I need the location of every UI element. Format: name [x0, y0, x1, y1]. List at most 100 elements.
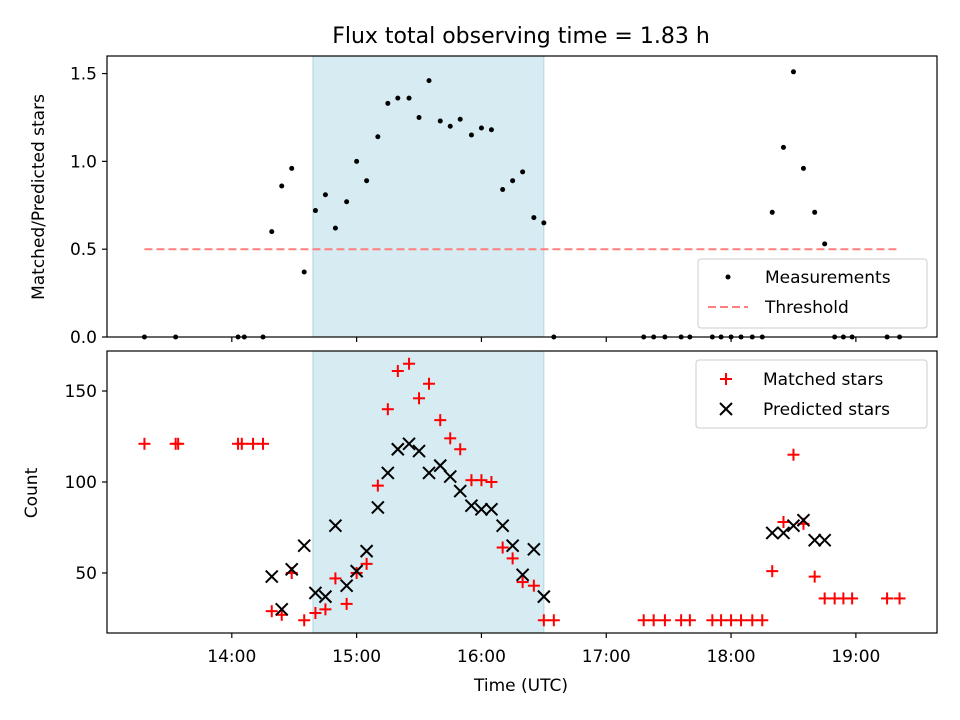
predicted-stars-point	[796, 513, 811, 527]
matched-stars-point	[735, 614, 748, 627]
matched-stars-point	[475, 474, 488, 487]
matched-stars-point	[309, 606, 322, 619]
bottom-y-ticks: 50 100 150	[65, 382, 107, 584]
predicted-stars-point	[537, 589, 551, 604]
predicted-stars-point	[349, 564, 364, 578]
top-panel: 0.0 0.5 1.0 1.5 Matched/Predicted stars Mea…	[29, 55, 938, 348]
measurement-point	[364, 178, 370, 184]
matched-stars-point	[381, 403, 394, 416]
predicted-stars-point	[381, 466, 395, 480]
matched-stars-point	[319, 603, 332, 616]
matched-stars-point	[808, 570, 821, 583]
matched-stars-point	[516, 576, 529, 589]
predicted-stars-point	[527, 542, 541, 557]
matched-stars-point	[403, 357, 416, 370]
matched-stars-point	[275, 608, 288, 621]
measurement-point	[531, 215, 537, 221]
measurement-point	[289, 165, 295, 171]
measurement-point	[468, 132, 474, 138]
observing-window-shade	[312, 55, 545, 338]
measurement-point	[780, 144, 786, 150]
matched-stars-point	[298, 614, 311, 627]
bottom-y-tick-label: 50	[75, 564, 97, 584]
bottom-y-tick-label: 100	[65, 473, 97, 493]
measurement-point	[488, 127, 494, 133]
predicted-stars-point	[474, 502, 489, 516]
measurement-point	[354, 158, 360, 164]
legend-predicted-marker	[719, 402, 733, 416]
predicted-stars-point	[339, 578, 354, 593]
measurement-point	[279, 183, 285, 189]
matched-stars-point	[756, 614, 769, 627]
x-tick-label: 17:00	[582, 647, 631, 667]
predicted-stars-point	[484, 502, 499, 516]
top-x-ticks	[231, 337, 857, 342]
measurement-point	[800, 165, 806, 171]
measurement-point	[478, 125, 484, 131]
measurement-point	[385, 100, 391, 106]
x-tick-label: 14:00	[207, 647, 256, 667]
measurement-point	[416, 114, 422, 120]
matched-stars-point	[527, 579, 540, 592]
legend-matched-marker	[720, 373, 732, 385]
matched-stars-point	[235, 437, 248, 450]
matched-stars-point	[265, 605, 278, 618]
measurement-point	[447, 123, 453, 129]
predicted-stars-point	[817, 533, 832, 547]
matched-stars-point	[350, 566, 363, 579]
matched-stars-point	[496, 541, 509, 554]
legend-matched-label: Matched stars	[763, 370, 883, 390]
predicted-stars-point	[308, 586, 323, 600]
x-axis-label: Time (UTC)	[473, 676, 568, 696]
predicted-stars-point	[318, 589, 333, 604]
matched-stars-point	[766, 565, 779, 578]
predicted-stars-point	[495, 518, 510, 533]
predicted-stars-point	[433, 458, 447, 473]
predicted-stars-point	[391, 442, 405, 456]
predicted-stars-point	[515, 568, 530, 582]
top-legend: Measurements Threshold	[697, 258, 928, 329]
predicted-stars-point	[328, 518, 343, 533]
predicted-stars-point	[297, 538, 311, 553]
x-tick-label: 18:00	[707, 647, 756, 667]
matched-stars-point	[893, 592, 906, 605]
legend-threshold-label: Threshold	[764, 298, 849, 318]
predicted-stars-point	[765, 526, 779, 540]
measurement-point	[500, 186, 506, 192]
top-y-axis-label: Matched/Predicted stars	[29, 94, 49, 300]
top-y-tick-label: 1.5	[70, 65, 97, 85]
measurement-point	[312, 208, 318, 214]
matched-stars-point	[391, 365, 404, 378]
matched-stars-point	[340, 597, 353, 610]
legend-measurements-label: Measurements	[765, 268, 891, 288]
measurement-point	[520, 169, 526, 175]
measurement-point	[406, 95, 412, 101]
bottom-panel: 14:00 15:00 16:00 17:00 18:00 19:00 50100150 …	[22, 350, 938, 696]
predicted-stars-point	[505, 538, 520, 553]
top-y-tick-label: 0.0	[70, 328, 97, 348]
legend-measurements-marker	[725, 274, 731, 280]
measurement-point	[812, 209, 818, 215]
matched-stars-point	[647, 614, 660, 627]
measurement-point	[426, 78, 432, 84]
measurement-point	[301, 269, 307, 275]
predicted-stars-point	[371, 500, 385, 515]
figure-title: Flux total observing time = 1.83 h	[332, 24, 710, 49]
measurement-point	[375, 134, 381, 140]
top-legend-box	[697, 258, 928, 329]
matched-stars-point	[371, 479, 384, 492]
measurement-point	[769, 209, 775, 215]
measurement-point	[510, 178, 516, 184]
matched-stars-point	[846, 592, 859, 605]
legend-predicted-label: Predicted stars	[763, 400, 890, 420]
predicted-stars-point	[275, 602, 289, 617]
top-y-ticks: 0.0 0.5 1.0 1.5	[70, 65, 107, 348]
matched-stars-point	[329, 572, 342, 585]
matched-stars-point	[360, 557, 373, 570]
matched-stars-point	[257, 437, 270, 450]
matched-stars-point	[658, 614, 671, 627]
bottom-y-tick-label: 150	[65, 382, 97, 402]
observing-window-shade	[312, 350, 545, 634]
x-tick-label: 16:00	[457, 647, 506, 667]
